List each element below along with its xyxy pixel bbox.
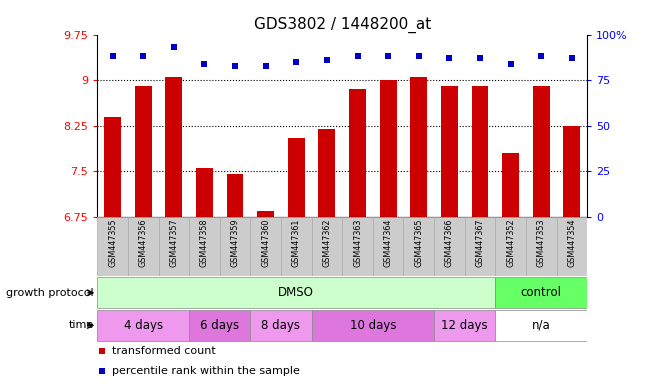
Text: growth protocol: growth protocol: [6, 288, 94, 298]
Text: GSM447364: GSM447364: [384, 219, 393, 267]
Text: GSM447362: GSM447362: [322, 219, 331, 267]
Bar: [495, 310, 587, 341]
Text: GSM447367: GSM447367: [476, 219, 484, 267]
Bar: [495, 277, 587, 308]
Text: GSM447352: GSM447352: [506, 219, 515, 267]
Bar: [135, 86, 152, 217]
Text: transformed count: transformed count: [112, 346, 216, 356]
Bar: [556, 217, 587, 276]
Bar: [342, 217, 373, 276]
Bar: [97, 277, 495, 308]
Bar: [196, 168, 213, 217]
Bar: [166, 76, 183, 217]
Bar: [495, 217, 526, 276]
Bar: [311, 310, 434, 341]
Text: GSM447363: GSM447363: [353, 219, 362, 267]
Bar: [158, 217, 189, 276]
Bar: [373, 217, 403, 276]
Bar: [349, 89, 366, 217]
Bar: [97, 310, 189, 341]
Bar: [189, 217, 220, 276]
Bar: [220, 217, 250, 276]
Bar: [472, 86, 488, 217]
Bar: [97, 217, 128, 276]
Bar: [564, 126, 580, 217]
Text: time: time: [68, 320, 94, 331]
Text: GSM447355: GSM447355: [108, 219, 117, 267]
Text: DMSO: DMSO: [278, 286, 314, 299]
Bar: [441, 86, 458, 217]
Text: 10 days: 10 days: [350, 319, 396, 332]
Text: control: control: [521, 286, 562, 299]
Text: 6 days: 6 days: [200, 319, 240, 332]
Bar: [411, 76, 427, 217]
Bar: [250, 310, 311, 341]
Text: n/a: n/a: [532, 319, 551, 332]
Bar: [380, 80, 397, 217]
Bar: [403, 217, 434, 276]
Text: GSM447361: GSM447361: [292, 219, 301, 267]
Bar: [189, 310, 250, 341]
Text: percentile rank within the sample: percentile rank within the sample: [112, 366, 300, 376]
Text: GSM447358: GSM447358: [200, 219, 209, 267]
Bar: [257, 211, 274, 217]
Text: GSM447359: GSM447359: [231, 219, 240, 267]
Text: GSM447356: GSM447356: [139, 219, 148, 267]
Text: GSM447354: GSM447354: [567, 219, 576, 267]
Bar: [434, 310, 495, 341]
Bar: [288, 138, 305, 217]
Bar: [526, 217, 556, 276]
Text: GSM447365: GSM447365: [414, 219, 423, 267]
Bar: [434, 217, 464, 276]
Bar: [533, 86, 550, 217]
Bar: [319, 129, 336, 217]
Bar: [281, 217, 311, 276]
Text: GSM447360: GSM447360: [261, 219, 270, 267]
Text: GSM447366: GSM447366: [445, 219, 454, 267]
Text: GSM447353: GSM447353: [537, 219, 546, 267]
Text: 4 days: 4 days: [123, 319, 163, 332]
Bar: [464, 217, 495, 276]
Text: 8 days: 8 days: [262, 319, 301, 332]
Bar: [502, 153, 519, 217]
Title: GDS3802 / 1448200_at: GDS3802 / 1448200_at: [254, 17, 431, 33]
Bar: [227, 174, 244, 217]
Bar: [104, 117, 121, 217]
Bar: [311, 217, 342, 276]
Text: 12 days: 12 days: [442, 319, 488, 332]
Text: GSM447357: GSM447357: [169, 219, 178, 267]
Bar: [250, 217, 281, 276]
Bar: [128, 217, 158, 276]
